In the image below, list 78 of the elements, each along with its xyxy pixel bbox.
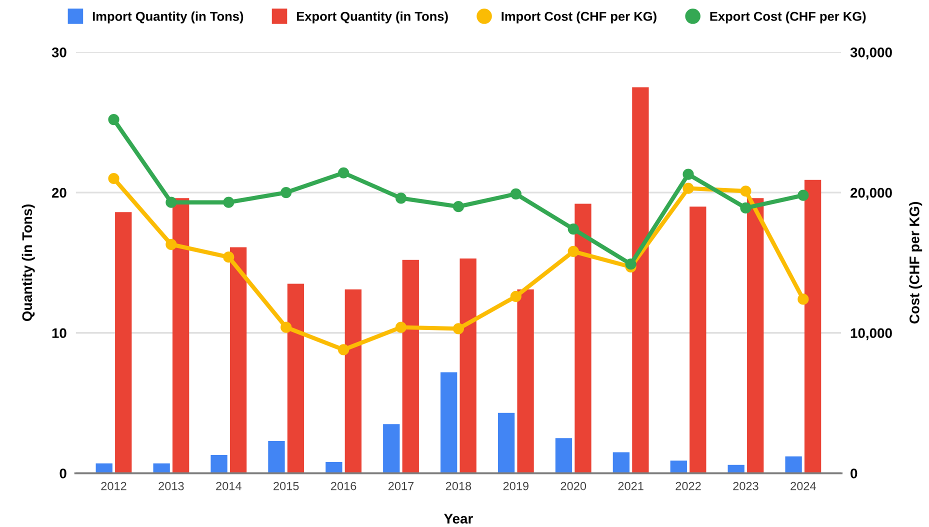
point (798, 294, 809, 305)
x-tick-label: 2016 (331, 482, 356, 490)
legend-label: Export Quantity (in Tons) (296, 12, 448, 24)
x-tick-label: 2018 (446, 482, 472, 490)
bar (96, 463, 112, 474)
y-tick-label: 30 (52, 48, 66, 58)
y-axis-title: Quantity (in Tons) (22, 204, 35, 322)
point (223, 252, 234, 263)
bar (287, 284, 304, 474)
point (568, 223, 579, 235)
bar (210, 455, 228, 474)
bar (230, 247, 247, 474)
point (510, 188, 522, 200)
point (740, 186, 752, 197)
bar (460, 258, 476, 474)
bar (804, 180, 822, 474)
y2-tick-label: 0 (850, 468, 858, 478)
bar (326, 462, 342, 474)
y-tick-label: 0 (60, 468, 66, 478)
point (682, 168, 694, 180)
point (510, 290, 522, 302)
x-tick-label: 2020 (560, 482, 586, 490)
y-tick-label: 10 (52, 328, 66, 338)
bar (153, 463, 170, 474)
point (625, 258, 636, 270)
x-tick-label: 2024 (790, 482, 816, 490)
x-tick-label: 2019 (503, 482, 528, 490)
x-tick-label: 2012 (101, 482, 126, 490)
point (682, 182, 694, 194)
point (166, 238, 177, 250)
bar (440, 372, 458, 474)
point (223, 196, 234, 208)
point (452, 201, 464, 212)
bar (690, 206, 706, 474)
bar (574, 204, 592, 474)
point (395, 322, 407, 333)
point (395, 192, 407, 204)
bar (344, 289, 362, 474)
y2-tick-label: 10,000 (850, 328, 892, 340)
bar (612, 452, 630, 474)
legend-label: Export Cost (CHF per KG) (710, 12, 866, 24)
x-tick-label: 2023 (733, 482, 758, 490)
bar (747, 198, 764, 474)
legend-label: Import Cost (CHF per KG) (502, 12, 656, 24)
bar (383, 424, 400, 474)
point (338, 167, 350, 178)
point (108, 172, 120, 184)
legend-label: Import Quantity (in Tons) (92, 12, 244, 24)
point (166, 196, 177, 208)
x-axis-title: Year (444, 514, 473, 524)
point (280, 322, 292, 333)
x-tick-label: 2021 (618, 482, 644, 490)
bar (670, 460, 687, 474)
point (798, 190, 809, 201)
point (338, 344, 350, 356)
bar (115, 212, 132, 474)
x-tick-label: 2013 (158, 482, 184, 490)
y2-tick-label: 20,000 (850, 188, 892, 200)
point (280, 186, 292, 198)
point (452, 323, 464, 334)
bar (172, 198, 190, 474)
bar (555, 438, 572, 474)
bar (498, 412, 515, 474)
x-tick-label: 2015 (274, 482, 299, 490)
bar (402, 260, 419, 474)
point (108, 114, 120, 126)
point (740, 202, 752, 214)
y-tick-label: 20 (52, 188, 66, 198)
bar (268, 440, 285, 474)
x-tick-label: 2022 (676, 482, 701, 490)
bar (517, 289, 534, 474)
bar (785, 456, 802, 474)
y2-tick-label: 30,000 (850, 48, 892, 60)
x-tick-label: 2017 (388, 482, 414, 490)
x-tick-label: 2014 (216, 482, 242, 490)
bar (632, 87, 649, 474)
point (568, 246, 579, 258)
y2-axis-title: Cost (CHF per KG) (909, 202, 922, 324)
